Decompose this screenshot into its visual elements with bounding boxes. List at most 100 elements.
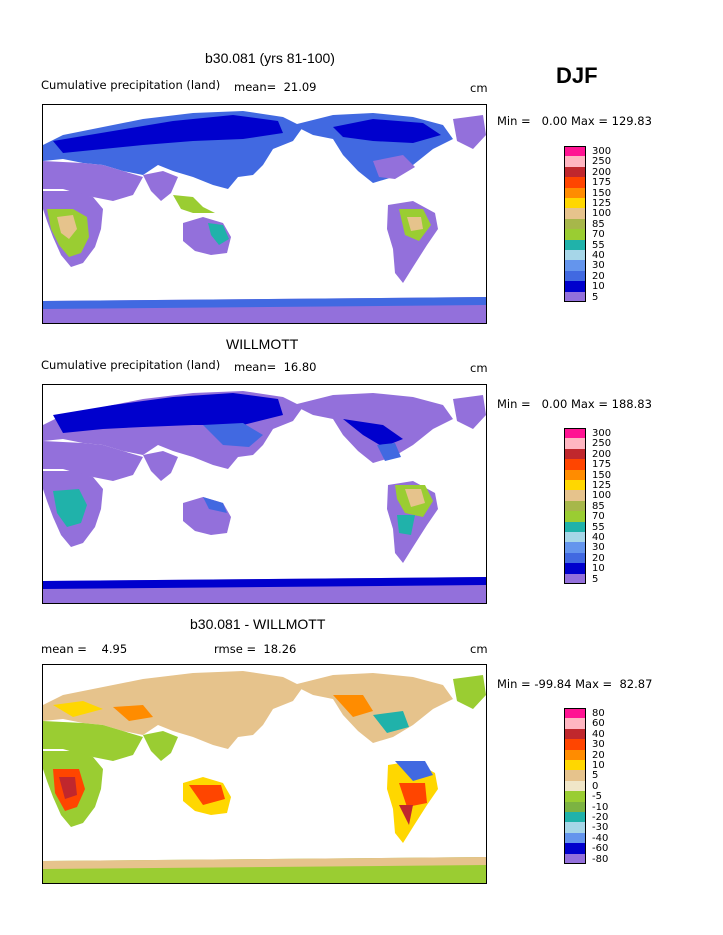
colorbar-label: 300 bbox=[592, 146, 612, 157]
panel2-min-label: Min = bbox=[497, 397, 531, 411]
colorbar-swatch bbox=[564, 573, 586, 584]
colorbar-swatch bbox=[564, 532, 586, 543]
colorbar-label: 40 bbox=[592, 532, 605, 543]
colorbar-label: 20 bbox=[592, 749, 605, 761]
panel3-min-value: -99.84 bbox=[534, 677, 572, 691]
panel2-mean-label: mean= bbox=[234, 360, 277, 374]
colorbar-label: 20 bbox=[592, 552, 605, 564]
colorbar-label: -40 bbox=[592, 832, 609, 844]
colorbar-label: 10 bbox=[592, 760, 605, 771]
panel3-rmse-label: rmse = bbox=[214, 642, 257, 656]
colorbar-label: 100 bbox=[592, 208, 612, 220]
colorbar-swatch bbox=[564, 250, 586, 261]
colorbar-label: 175 bbox=[592, 459, 612, 471]
panel3-max-value: 82.87 bbox=[619, 677, 653, 691]
colorbar-label: -30 bbox=[592, 822, 609, 834]
panel1-map-svg bbox=[43, 111, 486, 323]
panel1-min-label: Min = bbox=[497, 114, 531, 128]
colorbar-label: 100 bbox=[592, 490, 612, 502]
colorbar-label: 250 bbox=[592, 438, 612, 450]
colorbar-swatch bbox=[564, 177, 586, 188]
panel2-subtitle: Cumulative precipitation (land) bbox=[41, 358, 221, 372]
colorbar-swatch bbox=[564, 270, 586, 282]
colorbar-label: 55 bbox=[592, 239, 605, 251]
colorbar-label: 30 bbox=[592, 260, 605, 272]
panel2-mean: mean= 16.80 bbox=[234, 360, 317, 374]
colorbar-swatch bbox=[564, 459, 586, 470]
colorbar-label: 20 bbox=[592, 270, 605, 282]
colorbar-label: 150 bbox=[592, 187, 612, 199]
colorbar-swatch bbox=[564, 291, 586, 302]
colorbar-swatch bbox=[564, 521, 586, 532]
colorbar-label: 5 bbox=[592, 573, 599, 585]
panel2-min-value: 0.00 bbox=[541, 397, 568, 411]
colorbar-label: 175 bbox=[592, 177, 612, 189]
panel1-subtitle: Cumulative precipitation (land) bbox=[41, 78, 221, 92]
colorbar-swatch bbox=[564, 812, 586, 823]
panel2-max-label: Max = bbox=[570, 397, 609, 411]
colorbar-label: 40 bbox=[592, 728, 605, 740]
colorbar-swatch bbox=[564, 822, 586, 833]
panel3-map bbox=[42, 664, 487, 884]
colorbar-swatch bbox=[564, 198, 586, 209]
panel1-mean: mean= 21.09 bbox=[234, 80, 317, 94]
colorbar-label: -80 bbox=[592, 853, 609, 865]
colorbar-label: 70 bbox=[592, 229, 605, 241]
panel1-min: Min = 0.00 Max = 129.83 bbox=[497, 114, 652, 128]
colorbar-label: 70 bbox=[592, 511, 605, 523]
colorbar-swatch bbox=[564, 801, 586, 812]
colorbar-swatch bbox=[564, 260, 586, 271]
colorbar-swatch bbox=[564, 208, 586, 219]
colorbar-label: 5 bbox=[592, 291, 599, 303]
colorbar-swatch bbox=[564, 146, 586, 157]
colorbar-swatch bbox=[564, 542, 586, 553]
colorbar-swatch bbox=[564, 438, 586, 449]
panel2-max-value: 188.83 bbox=[611, 397, 652, 411]
panel2-mean-value: 16.80 bbox=[283, 360, 317, 374]
colorbar-label: 40 bbox=[592, 250, 605, 261]
colorbar-label: 125 bbox=[592, 480, 612, 491]
colorbar-swatch bbox=[564, 563, 586, 574]
colorbar-swatch bbox=[564, 428, 586, 439]
colorbar-swatch bbox=[564, 708, 586, 719]
panel2-map-svg bbox=[43, 391, 486, 603]
colorbar-label: 0 bbox=[592, 780, 599, 792]
panel3-min-label: Min = bbox=[497, 677, 531, 691]
colorbar-swatch bbox=[564, 490, 586, 501]
panel3-rmse-value: 18.26 bbox=[263, 642, 297, 656]
colorbar-label: 85 bbox=[592, 500, 605, 512]
panel3-map-svg bbox=[43, 671, 486, 883]
panel1-title: b30.081 (yrs 81-100) bbox=[205, 50, 335, 66]
colorbar-swatch bbox=[564, 552, 586, 564]
colorbar-label: 30 bbox=[592, 542, 605, 554]
season-label: DJF bbox=[556, 63, 598, 88]
colorbar-swatch bbox=[564, 760, 586, 771]
colorbar-label: -20 bbox=[592, 812, 609, 823]
colorbar-swatch bbox=[564, 832, 586, 844]
colorbar-label: 125 bbox=[592, 198, 612, 209]
colorbar-swatch bbox=[564, 728, 586, 740]
colorbar-swatch bbox=[564, 511, 586, 522]
panel1-min-value: 0.00 bbox=[541, 114, 568, 128]
colorbar-label: 80 bbox=[592, 708, 605, 719]
colorbar-swatch bbox=[564, 187, 586, 198]
colorbar-label: 200 bbox=[592, 448, 612, 460]
colorbar-swatch bbox=[564, 853, 586, 864]
colorbar-swatch bbox=[564, 718, 586, 729]
colorbar-swatch bbox=[564, 469, 586, 480]
panel1-max-value: 129.83 bbox=[611, 114, 652, 128]
panel3-units: cm bbox=[470, 642, 488, 656]
colorbar-swatch bbox=[564, 239, 586, 250]
colorbar-swatch bbox=[564, 218, 586, 230]
colorbar-swatch bbox=[564, 480, 586, 491]
panel2-min: Min = 0.00 Max = 188.83 bbox=[497, 397, 652, 411]
panel3-title: b30.081 - WILLMOTT bbox=[190, 616, 326, 632]
colorbar-swatch bbox=[564, 749, 586, 760]
colorbar-swatch bbox=[564, 770, 586, 781]
colorbar-label: 10 bbox=[592, 563, 605, 575]
colorbar-label: 60 bbox=[592, 718, 605, 730]
panel3-max-label: Max = bbox=[575, 677, 613, 691]
colorbar-label: -10 bbox=[592, 801, 609, 813]
panel1-mean-value: 21.09 bbox=[283, 80, 317, 94]
colorbar-label: 300 bbox=[592, 428, 612, 439]
